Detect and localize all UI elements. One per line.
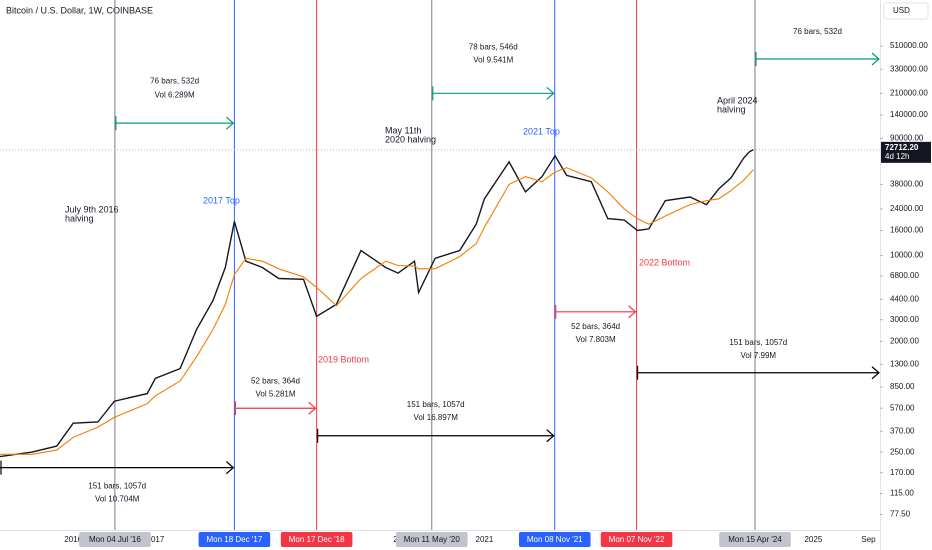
y-tick-label: 1300.00 — [890, 359, 919, 368]
annotation: 2022 Bottom — [639, 257, 690, 267]
annotation: July 9th 2016 — [65, 204, 119, 214]
range-label: 78 bars, 546d — [469, 42, 518, 51]
y-tick-label: 2000.00 — [890, 336, 919, 345]
x-tick-label: Sep — [861, 535, 876, 544]
range-arrowhead — [226, 461, 235, 475]
date-marker-box — [719, 532, 791, 547]
y-tick-label: 3000.00 — [890, 315, 919, 324]
y-tick-label: 77.50 — [890, 510, 911, 519]
annotation: 2021 Top — [523, 126, 560, 136]
date-marker-label: Mon 18 Dec '17 — [207, 535, 263, 544]
date-marker-box — [600, 532, 673, 547]
range-arrowhead — [546, 429, 555, 443]
range-arrowhead — [871, 52, 880, 66]
range-label: 151 bars, 1057d — [407, 400, 465, 409]
range-label: Vol 7.99M — [740, 351, 776, 360]
range-arrowhead — [628, 305, 637, 319]
date-marker-box — [198, 532, 271, 547]
range-label: 76 bars, 532d — [793, 27, 842, 36]
date-marker-label: Mon 17 Dec '18 — [289, 535, 345, 544]
range-arrowhead — [871, 366, 880, 380]
x-tick-label: 2016 — [64, 535, 82, 544]
last-price-label: 72712.20 — [885, 143, 919, 152]
range-label: 52 bars, 364d — [251, 376, 300, 385]
range-label: 151 bars, 1057d — [729, 338, 787, 347]
y-tick-label: 330000.00 — [890, 64, 928, 73]
range-label: 151 bars, 1057d — [88, 482, 146, 491]
date-marker-box — [280, 532, 353, 547]
range-label: Vol 6.289M — [155, 90, 195, 99]
range-arrowhead — [308, 401, 317, 415]
y-tick-label: 510000.00 — [890, 41, 928, 50]
range-label: 76 bars, 532d — [150, 76, 199, 85]
range-label: 52 bars, 364d — [571, 322, 620, 331]
price-line — [0, 149, 754, 458]
y-tick-label: 570.00 — [890, 403, 915, 412]
chart-title: Bitcoin / U.S. Dollar, 1W, COINBASE — [6, 5, 153, 15]
currency-box[interactable] — [883, 2, 929, 20]
date-marker-label: Mon 11 May '20 — [404, 535, 461, 544]
y-tick-label: 250.00 — [890, 447, 915, 456]
annotation: 2020 halving — [385, 134, 436, 144]
x-tick-label: 2025 — [804, 535, 822, 544]
y-tick-label: 38000.00 — [890, 180, 924, 189]
range-label: Vol 7.803M — [576, 335, 616, 344]
date-marker-label: Mon 15 Apr '24 — [728, 535, 782, 544]
y-tick-label: 850.00 — [890, 382, 915, 391]
annotation: April 2024 — [717, 95, 758, 105]
date-marker-label: Mon 04 Jul '16 — [89, 535, 141, 544]
y-tick-label: 4400.00 — [890, 294, 919, 303]
countdown: 4d 12h — [885, 152, 909, 161]
y-tick-label: 90000.00 — [890, 134, 924, 143]
y-tick-label: 140000.00 — [890, 110, 928, 119]
date-marker-box — [518, 532, 591, 547]
x-tick-label: 2021 — [476, 535, 494, 544]
y-tick-label: 10000.00 — [890, 251, 924, 260]
date-marker-label: Mon 08 Nov '21 — [527, 535, 583, 544]
currency[interactable]: USD — [893, 6, 910, 15]
date-marker-box — [395, 532, 468, 547]
y-tick-label: 24000.00 — [890, 204, 924, 213]
annotation: 2019 Bottom — [318, 354, 369, 364]
date-marker-box — [79, 532, 151, 547]
range-label: Vol 10.704M — [95, 495, 140, 504]
moving-average — [0, 167, 754, 455]
range-label: Vol 16.897M — [413, 413, 458, 422]
annotation: halving — [717, 104, 746, 114]
x-tick-label: 2017 — [147, 535, 165, 544]
y-tick-label: 210000.00 — [890, 88, 928, 97]
y-tick-label: 6800.00 — [890, 271, 919, 280]
y-tick-label: 16000.00 — [890, 226, 924, 235]
range-label: Vol 5.281M — [255, 389, 295, 398]
annotation: 2017 Top — [203, 195, 240, 205]
y-tick-label: 370.00 — [890, 426, 915, 435]
range-arrowhead — [546, 86, 555, 100]
last-price-tag — [881, 141, 931, 163]
range-arrowhead — [226, 116, 235, 130]
range-label: Vol 9.541M — [473, 55, 513, 64]
y-tick-label: 170.00 — [890, 468, 915, 477]
y-tick-label: 115.00 — [890, 489, 914, 498]
annotation: halving — [65, 213, 94, 223]
date-marker-label: Mon 07 Nov '22 — [609, 535, 665, 544]
annotation: May 11th — [385, 125, 421, 135]
